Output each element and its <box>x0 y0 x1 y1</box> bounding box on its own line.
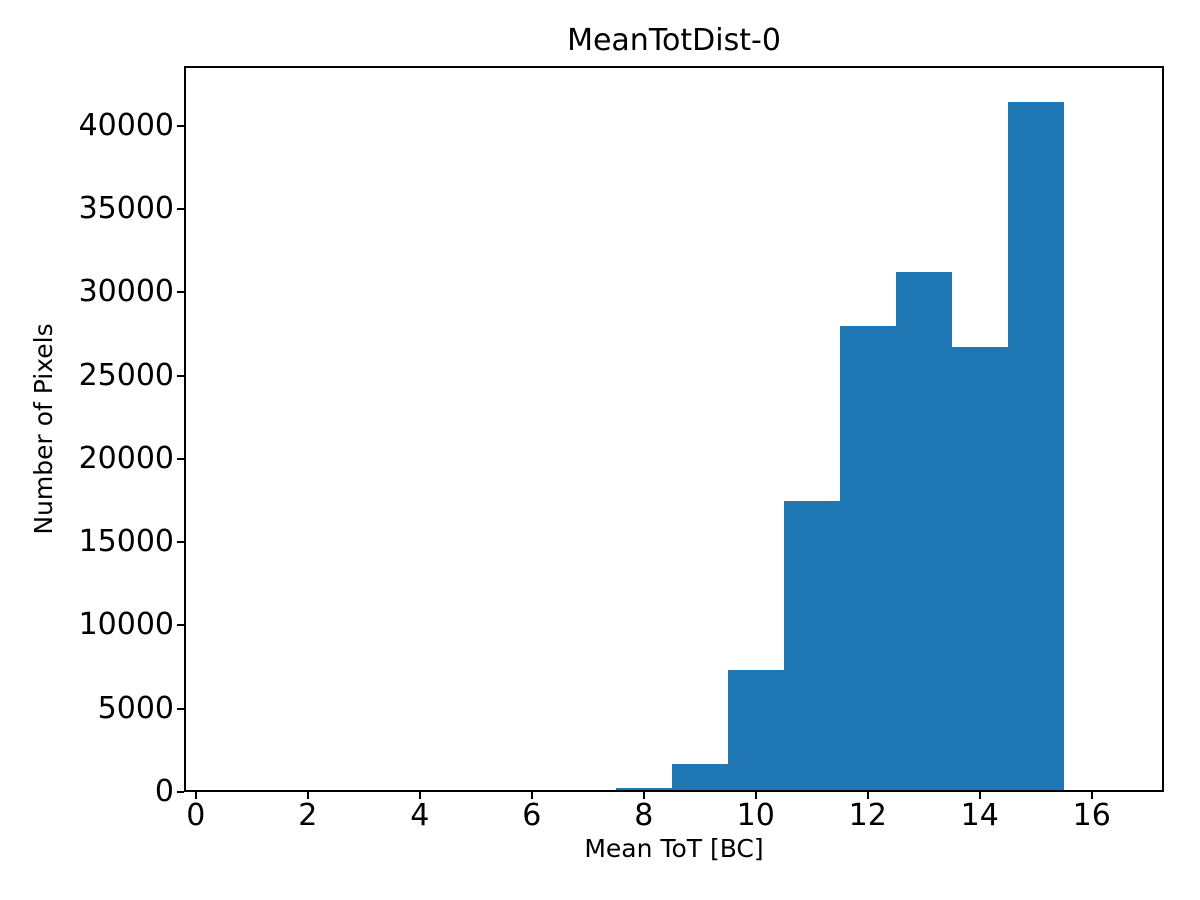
y-tick-mark <box>177 208 184 211</box>
x-tick-label: 12 <box>848 798 887 833</box>
y-tick-label: 10000 <box>78 607 174 643</box>
y-tick-label: 20000 <box>78 440 174 476</box>
y-tick-label: 40000 <box>78 107 174 143</box>
x-tick-label: 14 <box>960 798 999 833</box>
x-axis-label: Mean ToT [BC] <box>584 834 764 863</box>
x-tick-label: 6 <box>522 798 542 833</box>
x-tick-label: 0 <box>186 798 206 833</box>
x-tick-label: 10 <box>736 798 775 833</box>
histogram-bar <box>895 271 952 792</box>
chart-title: MeanTotDist-0 <box>567 23 781 58</box>
histogram-bar <box>783 501 840 792</box>
histogram-bar <box>839 325 896 792</box>
y-tick-mark <box>177 291 184 294</box>
y-tick-mark <box>177 624 184 627</box>
histogram-bar <box>671 763 728 792</box>
x-tick-mark <box>306 792 309 799</box>
y-tick-mark <box>177 541 184 544</box>
x-tick-mark <box>642 792 645 799</box>
x-tick-mark <box>866 792 869 799</box>
y-tick-label: 30000 <box>78 274 174 310</box>
y-tick-label: 35000 <box>78 191 174 227</box>
y-axis-label: Number of Pixels <box>29 323 58 535</box>
histogram-bar <box>1007 101 1064 792</box>
x-tick-mark <box>1090 792 1093 799</box>
histogram-bar <box>727 670 784 792</box>
y-tick-label: 25000 <box>78 357 174 393</box>
y-tick-mark <box>177 791 184 793</box>
y-tick-mark <box>177 124 184 127</box>
x-axis-baseline <box>184 790 1164 792</box>
x-tick-label: 16 <box>1072 798 1111 833</box>
y-tick-mark <box>177 457 184 460</box>
x-tick-label: 2 <box>298 798 318 833</box>
x-tick-mark <box>530 792 533 799</box>
x-tick-mark <box>418 792 421 799</box>
histogram-bar <box>615 787 672 792</box>
y-tick-label: 15000 <box>78 524 174 560</box>
x-tick-mark <box>194 792 197 799</box>
y-tick-label: 5000 <box>97 690 174 726</box>
y-tick-mark <box>177 707 184 710</box>
y-tick-mark <box>177 374 184 377</box>
y-tick-label: 0 <box>154 774 174 809</box>
x-tick-label: 8 <box>634 798 654 833</box>
x-tick-mark <box>754 792 757 799</box>
histogram-bar <box>951 347 1008 792</box>
x-tick-mark <box>978 792 981 799</box>
x-tick-label: 4 <box>410 798 430 833</box>
